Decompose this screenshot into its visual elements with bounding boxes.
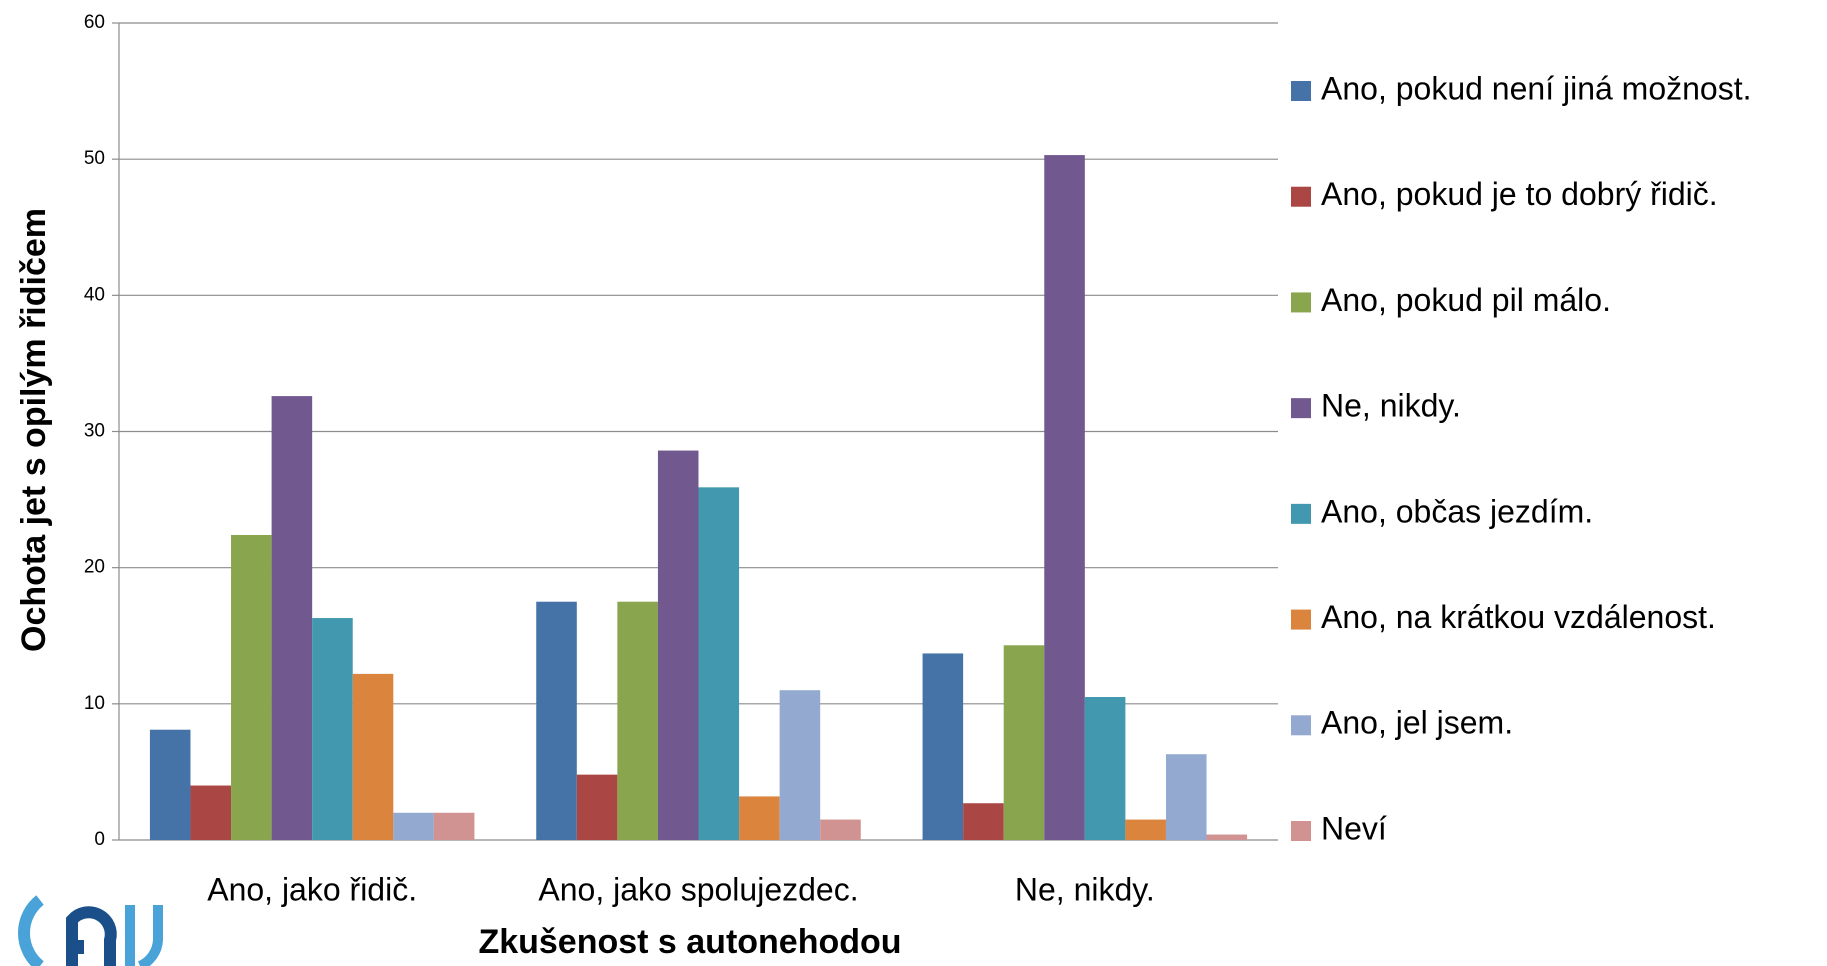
bar xyxy=(963,803,1004,840)
bar xyxy=(393,812,434,840)
x-tick-label: Ano, jako řidič. xyxy=(207,871,417,907)
bar xyxy=(1206,834,1248,840)
y-tick-label: 60 xyxy=(84,12,105,33)
bar xyxy=(352,673,394,840)
legend-label: Ano, pokud je to dobrý řidič. xyxy=(1321,176,1718,212)
bar xyxy=(1165,754,1207,840)
legend-swatch xyxy=(1291,503,1311,524)
bar xyxy=(820,819,861,840)
legend-label: Ano, na krátkou vzdálenost. xyxy=(1321,599,1716,635)
bar xyxy=(536,601,577,840)
bar xyxy=(922,653,964,840)
bar xyxy=(149,729,191,840)
bar xyxy=(1084,697,1126,840)
y-axis-title: Ochota jet s opilým řidičem xyxy=(15,208,53,652)
bar xyxy=(779,690,821,840)
legend-label: Ano, jel jsem. xyxy=(1321,705,1513,741)
legend-swatch xyxy=(1291,292,1311,313)
bar xyxy=(271,396,313,840)
bar xyxy=(1003,645,1045,840)
bar xyxy=(231,534,272,840)
legend-swatch xyxy=(1291,81,1311,101)
y-tick-label: 0 xyxy=(94,829,105,850)
bar xyxy=(698,487,740,840)
bar xyxy=(657,450,699,840)
y-tick-label: 50 xyxy=(84,148,105,169)
legend-swatch xyxy=(1291,715,1311,736)
bar xyxy=(617,601,658,840)
bar xyxy=(1044,155,1085,840)
y-tick-label: 10 xyxy=(84,693,105,714)
legend-label: Ano, pokud není jiná možnost. xyxy=(1321,70,1752,106)
y-tick-label: 40 xyxy=(84,284,105,305)
legend-swatch xyxy=(1291,398,1311,419)
legend-swatch xyxy=(1291,609,1311,630)
x-axis-title: Zkušenost s autonehodou xyxy=(478,923,901,961)
y-tick-label: 20 xyxy=(84,557,105,578)
legend-swatch xyxy=(1291,186,1311,207)
legend-label: Ano, občas jezdím. xyxy=(1321,493,1593,529)
bar xyxy=(433,812,475,840)
bar xyxy=(190,785,232,840)
legend-label: Ano, pokud pil málo. xyxy=(1321,282,1611,318)
logo xyxy=(18,895,163,966)
bar xyxy=(576,774,618,840)
bar xyxy=(1125,819,1166,840)
x-tick-label: Ano, jako spolujezdec. xyxy=(538,871,858,907)
x-tick-label: Ne, nikdy. xyxy=(1015,871,1155,907)
bar xyxy=(739,796,780,840)
y-tick-label: 30 xyxy=(84,421,105,442)
legend-label: Ne, nikdy. xyxy=(1321,388,1461,424)
bar xyxy=(312,618,353,840)
legend-swatch xyxy=(1291,821,1311,841)
legend-label: Neví xyxy=(1321,810,1387,846)
